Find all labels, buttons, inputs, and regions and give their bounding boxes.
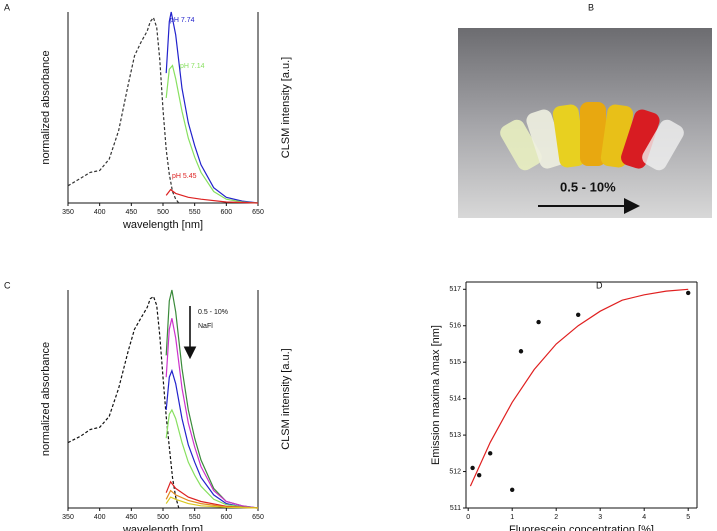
x-tick-label: 0 [466,514,470,521]
y-tick-label: 515 [449,359,461,366]
data-point [536,319,541,325]
emission-curve [165,318,259,509]
panel-label: A [4,2,10,12]
x-tick-label: 350 [62,514,74,521]
emission-curve [469,288,689,487]
absorbance-curve [67,16,180,204]
tubes [500,102,684,171]
y-tick-label: 514 [449,395,461,402]
x-tick-label: 500 [157,514,169,521]
series-label: pH 5.45 [172,173,197,180]
series-label: pH 7.74 [170,17,195,24]
y-tick-label: 511 [450,505,461,512]
series-label: pH 7.14 [180,63,205,70]
annotation: NaFl [198,323,213,330]
y-axis-label: Emission maxima λmax [nm] [430,325,442,465]
y-tick-label: 513 [449,432,461,439]
emission-curve [165,188,259,204]
emission-curve [165,64,259,204]
data-point [510,487,515,492]
x-tick-label: 5 [686,514,690,521]
panel-label: C [4,280,11,290]
data-point [518,349,524,354]
emission-curve [165,368,259,509]
emission-curve [165,496,259,509]
absorbance-curve [67,295,180,509]
x-tick-label: 550 [189,209,201,216]
x-tick-label: 650 [252,209,264,216]
y2-axis-label: CLSM intensity [a.u.] [280,57,292,159]
x-axis-label: Fluorescein concentration [%] [509,524,654,531]
photo: 0.5 - 10% [458,28,712,218]
data-point [470,465,475,471]
y-tick-label: 517 [449,286,461,293]
x-tick-label: 450 [125,209,137,216]
y2-axis-label: CLSM intensity [a.u.] [280,348,292,450]
x-tick-label: 400 [94,209,106,216]
x-tick-label: 350 [62,209,74,216]
y-tick-label: 516 [449,323,461,330]
x-tick-label: 400 [94,514,106,521]
data-point [686,290,691,296]
x-tick-label: 500 [157,209,169,216]
x-tick-label: 600 [220,514,232,521]
photo-label: 0.5 - 10% [560,179,616,194]
y-axis-label: normalized absorbance [40,50,52,164]
y-tick-label: 512 [449,468,461,475]
emission-curve [165,11,259,204]
x-tick-label: 3 [598,514,602,521]
annotation: 0.5 - 10% [198,309,228,316]
x-tick-label: 550 [189,514,201,521]
x-tick-label: 1 [510,514,514,521]
data-point [477,472,482,478]
x-tick-label: 450 [125,514,137,521]
x-tick-label: 4 [642,514,646,521]
panel-label: B [588,2,594,12]
x-tick-label: 600 [220,209,232,216]
data-point [576,312,581,318]
panel-label: D [596,280,603,290]
x-axis-label: wavelength [nm] [122,219,203,231]
y-axis-label: normalized absorbance [40,342,52,456]
x-tick-label: 2 [554,514,558,521]
x-axis-label: wavelength [nm] [122,524,203,531]
emission-curve [165,408,259,509]
data-point [488,451,493,456]
x-tick-label: 650 [252,514,264,521]
